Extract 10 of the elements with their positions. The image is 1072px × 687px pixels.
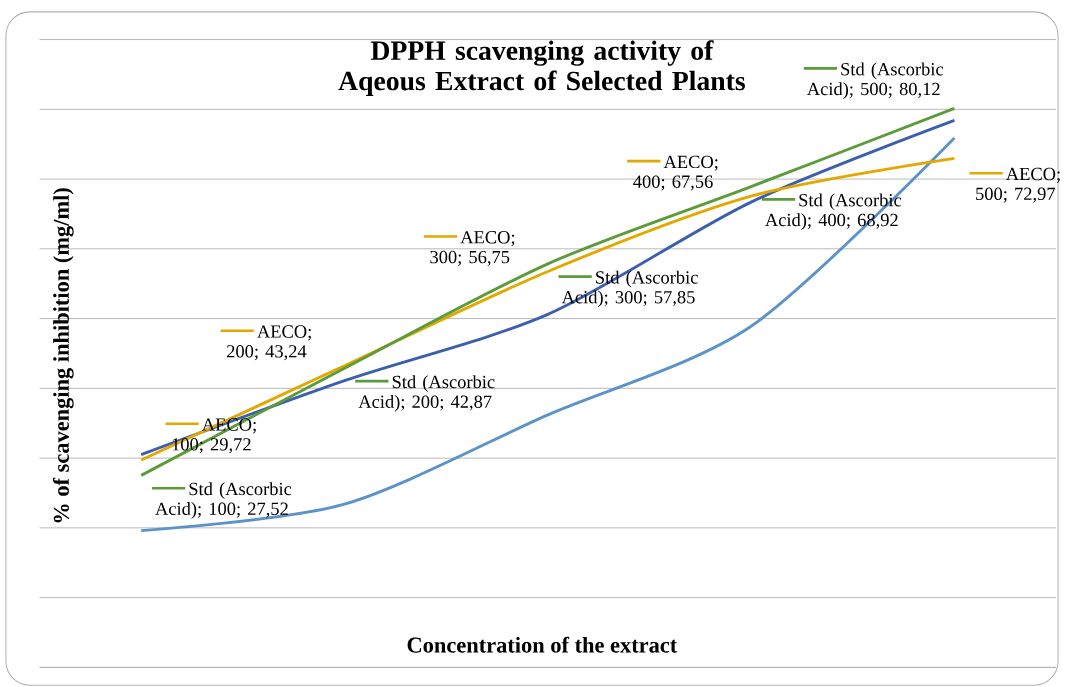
x-axis-title: Concentration of the extract [407,636,678,653]
y-axis-title: % of scavenging inhibition (mg/ml) [52,188,74,523]
data-label: AECO; 400; 67,56 [633,155,718,191]
data-label: Std (Ascorbic Acid); 100; 27,52 [155,482,292,519]
data-label: AECO; 300; 56,75 [430,231,515,266]
data-label: Std (Ascorbic Acid); 200; 42,87 [358,375,495,412]
text: DPPH scavenging activity of Aqeous Extract of Selected Plants [338,40,745,96]
data-label: AECO; 500; 72,97 [976,167,1060,203]
data-label: Std (Ascorbic Acid); 500; 80,12 [807,62,944,99]
data-label: AECO; 200; 43,24 [227,325,311,361]
